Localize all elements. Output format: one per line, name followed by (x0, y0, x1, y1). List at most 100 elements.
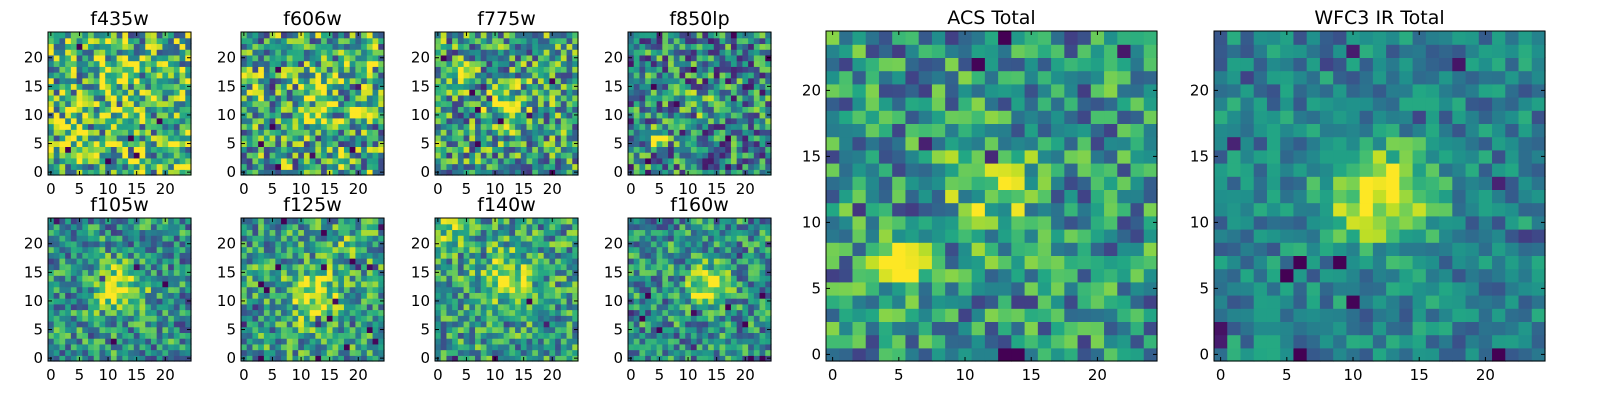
heatmap-cell (463, 83, 470, 90)
heatmap-cell (532, 343, 539, 351)
heatmap-cell (246, 229, 254, 236)
x-tick-label: 5 (75, 180, 85, 198)
heatmap-cell (725, 123, 732, 130)
heatmap-cell (486, 37, 493, 45)
heatmap-cell (321, 89, 328, 96)
heatmap-cell (742, 100, 749, 107)
x-tick-label: 5 (655, 180, 665, 198)
heatmap-cell (168, 332, 175, 339)
heatmap-cell (520, 134, 528, 142)
heatmap-cell (286, 235, 294, 242)
y-tick-label: 0 (33, 349, 43, 367)
heatmap-cell (133, 320, 141, 328)
heatmap-cell (179, 258, 186, 265)
heatmap-cell (560, 54, 568, 62)
heatmap-cell (469, 349, 476, 356)
heatmap-cell (650, 83, 658, 90)
heatmap-cell (116, 129, 123, 136)
heatmap-cell (258, 72, 265, 79)
heatmap-cell (59, 263, 66, 271)
heatmap-cell (286, 320, 294, 328)
heatmap-cell (173, 218, 181, 225)
heatmap-cell (110, 129, 118, 136)
heatmap-cell (292, 106, 299, 113)
heatmap-cell (298, 303, 305, 311)
heatmap-cell (702, 49, 709, 56)
heatmap-cell (372, 129, 379, 136)
heatmap-cell (639, 275, 646, 282)
heatmap-cell (560, 223, 568, 231)
heatmap-cell (378, 320, 385, 328)
heatmap-cell (133, 66, 141, 73)
heatmap-cell (122, 129, 129, 136)
heatmap-cell (281, 83, 288, 90)
heatmap-cell (326, 123, 334, 130)
x-tick-label: 5 (75, 366, 85, 384)
heatmap-cell (65, 332, 72, 339)
heatmap-cell (566, 240, 573, 248)
heatmap-cell (88, 252, 95, 259)
heatmap-cell (133, 286, 141, 293)
heatmap-cell (185, 60, 192, 67)
heatmap-cell (566, 106, 573, 113)
heatmap-cell (509, 280, 516, 288)
heatmap-cell (469, 235, 476, 242)
heatmap-cell (650, 349, 658, 356)
heatmap-cell (753, 163, 761, 170)
heatmap-cell (88, 343, 95, 351)
heatmap-cell (252, 292, 259, 299)
heatmap-cell (702, 163, 709, 170)
heatmap-cell (145, 218, 152, 225)
heatmap-cell (509, 252, 516, 259)
heatmap-cell (555, 60, 562, 67)
heatmap-cell (668, 309, 675, 316)
heatmap-cell (173, 163, 181, 170)
heatmap-cell (662, 157, 669, 165)
heatmap-cell (690, 292, 698, 299)
heatmap-cell (252, 169, 259, 176)
heatmap-cell (65, 66, 72, 73)
heatmap-cell (515, 298, 522, 305)
heatmap-cell (549, 332, 556, 339)
heatmap-cell (446, 140, 453, 147)
heatmap-cell (326, 140, 334, 147)
heatmap-cell (713, 123, 721, 130)
heatmap-cell (560, 218, 568, 225)
heatmap-cell (566, 60, 573, 67)
heatmap-cell (303, 37, 311, 45)
heatmap-cell (497, 43, 505, 50)
heatmap-cell (263, 146, 271, 153)
heatmap-cell (526, 269, 533, 276)
heatmap-cell (673, 112, 681, 119)
heatmap-cell (560, 37, 568, 45)
heatmap-cell (298, 152, 305, 159)
heatmap-cell (332, 123, 339, 130)
heatmap-cell (509, 292, 516, 299)
heatmap-cell (702, 152, 709, 159)
heatmap-cell (543, 349, 550, 356)
heatmap-cell (446, 60, 453, 67)
heatmap-cell (315, 100, 322, 107)
heatmap-cell (156, 37, 163, 45)
heatmap-cell (520, 349, 528, 356)
heatmap-cell (480, 286, 488, 293)
heatmap-cell (639, 66, 646, 73)
heatmap-cell (162, 60, 169, 67)
heatmap-cell (372, 117, 379, 125)
heatmap-cell (457, 343, 465, 351)
heatmap-cell (702, 315, 709, 322)
heatmap-cell (286, 157, 294, 165)
heatmap-cell (492, 37, 499, 45)
heatmap-cell (537, 269, 545, 276)
heatmap-cell (543, 112, 550, 119)
heatmap-cell (145, 106, 152, 113)
heatmap-cell (679, 303, 686, 311)
heatmap-cell (145, 112, 152, 119)
heatmap-cell (326, 152, 334, 159)
heatmap-cell (378, 258, 385, 265)
heatmap-cell (150, 54, 158, 62)
heatmap-cell (65, 49, 72, 56)
heatmap-cell (303, 338, 311, 345)
heatmap-cell (372, 37, 379, 45)
heatmap-cell (452, 72, 459, 79)
